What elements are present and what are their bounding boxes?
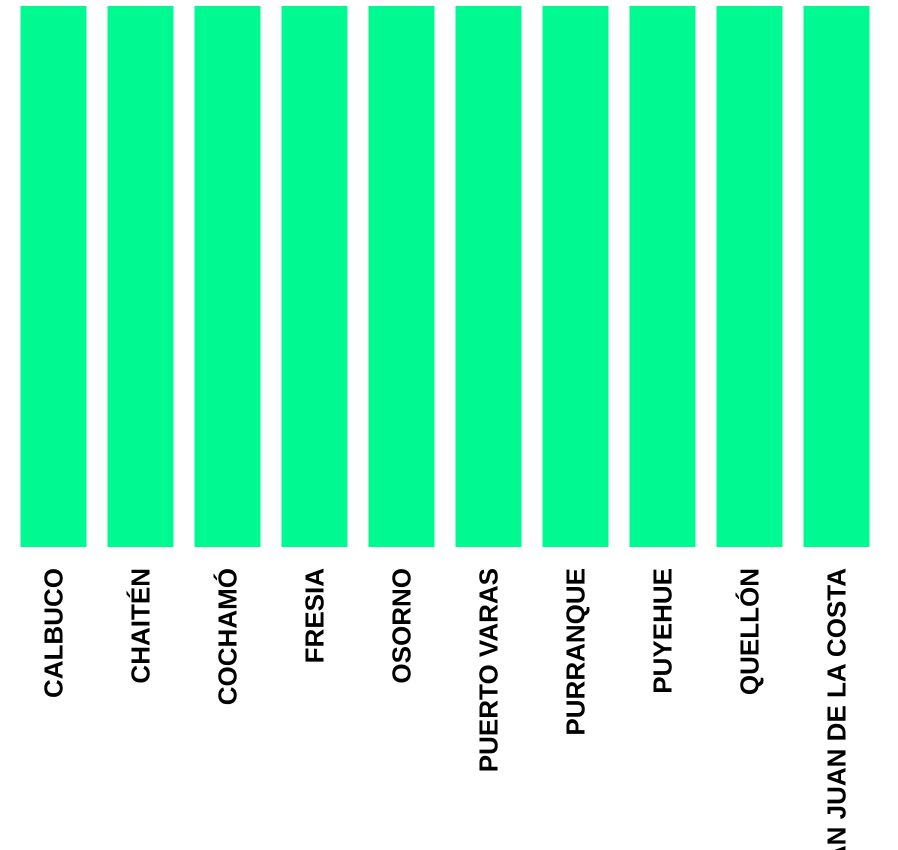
bar xyxy=(716,6,783,547)
bar xyxy=(20,6,87,547)
category-tick-label: PURRANQUE xyxy=(561,568,591,736)
bar xyxy=(194,6,261,547)
category-tick-label: SAN JUAN DE LA COSTA xyxy=(822,568,852,850)
bar xyxy=(542,6,609,547)
category-tick-label: CALBUCO xyxy=(39,568,69,698)
bars-group xyxy=(20,6,870,547)
bar xyxy=(281,6,348,547)
bar xyxy=(629,6,696,547)
category-tick-label: QUELLÓN xyxy=(735,568,765,695)
category-tick-label: PUERTO VARAS xyxy=(474,568,504,772)
bar xyxy=(107,6,174,547)
category-labels-group: CALBUCO CHAITÉN COCHAMÓ FRESIA OSORNO PUERTO … xyxy=(39,568,852,850)
category-tick-label: PUYEHUE xyxy=(648,568,678,694)
category-tick-label: OSORNO xyxy=(387,568,417,684)
bar xyxy=(803,6,870,547)
bar xyxy=(455,6,522,547)
category-tick-label: FRESIA xyxy=(300,568,330,664)
bar xyxy=(368,6,435,547)
category-tick-label: CHAITÉN xyxy=(126,568,156,684)
category-tick-label: COCHAMÓ xyxy=(213,568,243,705)
